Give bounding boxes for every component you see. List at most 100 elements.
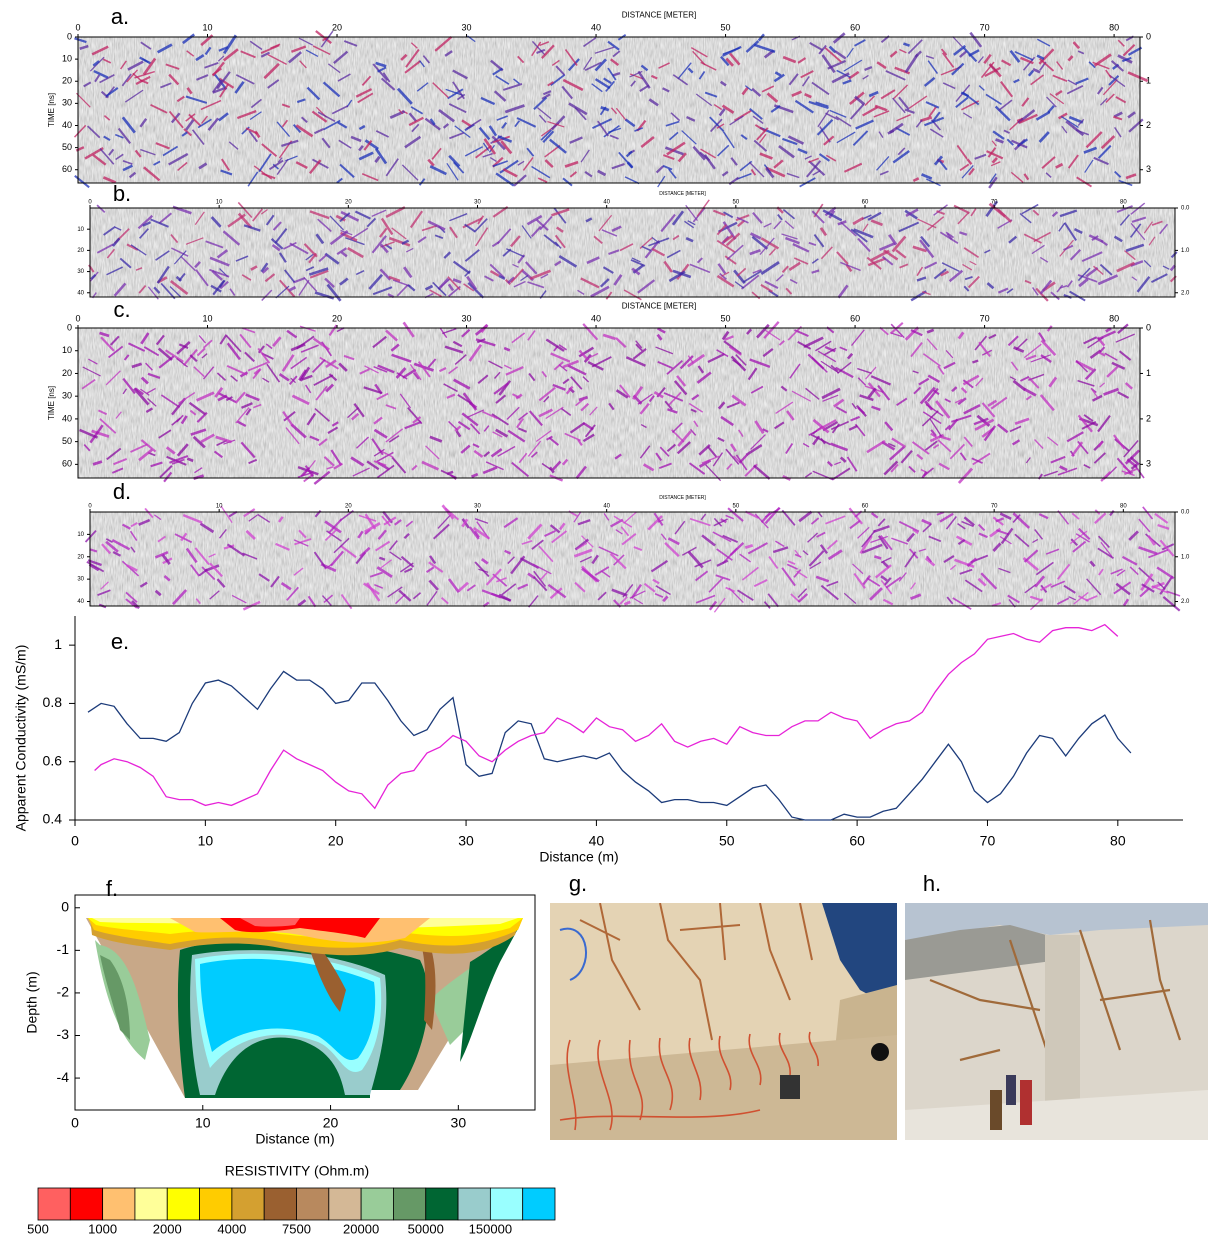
y-tick-label: 10 — [77, 227, 84, 233]
x-axis-title: Distance (m) — [539, 849, 618, 865]
colorbar-label: 20000 — [343, 1221, 379, 1236]
y-axis-title: TIME [ns] — [47, 386, 56, 420]
x-tick-label: 80 — [1110, 833, 1126, 849]
y-axis-title: Apparent Conductivity (mS/m) — [13, 645, 29, 832]
panel-label: f. — [106, 876, 118, 901]
colorbar-swatch — [167, 1188, 199, 1220]
x-tick-label: 0 — [71, 833, 79, 849]
y-axis-title: Depth (m) — [24, 971, 40, 1033]
x-tick-label: 10 — [216, 200, 223, 206]
figure: DISTANCE [METER]010203040506070800102030… — [0, 0, 1208, 1237]
y-tick-label: 10 — [77, 532, 84, 538]
x-tick-label: 50 — [719, 833, 735, 849]
drum — [871, 1043, 889, 1061]
y2-tick-label: 1 — [1146, 76, 1151, 86]
x-tick-label: 0 — [75, 22, 80, 32]
y-tick-label: 10 — [62, 53, 72, 63]
x-tick-label: 20 — [332, 22, 342, 32]
panel-label: e. — [111, 629, 129, 654]
x-tick-label: 10 — [216, 504, 223, 510]
colorbar-swatch — [38, 1188, 70, 1220]
colorbar-label: 150000 — [469, 1221, 512, 1236]
y-tick-label: 30 — [77, 577, 84, 583]
y-tick-label: 50 — [62, 142, 72, 152]
y-tick-label: 30 — [77, 269, 84, 275]
photo-quarry-wall — [550, 903, 897, 1140]
x-tick-label: 70 — [991, 504, 998, 510]
colorbar-label: 7500 — [282, 1221, 311, 1236]
colorbar-label: 2000 — [153, 1221, 182, 1236]
colorbar-label: 500 — [27, 1221, 49, 1236]
x-tick-label: 50 — [721, 313, 731, 323]
x-tick-label: 20 — [328, 833, 344, 849]
x-tick-label: 80 — [1120, 200, 1127, 206]
x-tick-label: 10 — [203, 22, 213, 32]
y-tick-label: -1 — [57, 941, 70, 957]
x-tick-label: 10 — [203, 313, 213, 323]
colorbar-swatch — [200, 1188, 232, 1220]
series-line — [95, 625, 1118, 809]
y-tick-label: 1 — [54, 636, 62, 652]
panel-label: h. — [923, 871, 941, 896]
y2-tick-label: 2 — [1146, 120, 1151, 130]
panel-label: d. — [113, 479, 131, 504]
x-tick-label: 50 — [721, 22, 731, 32]
colorbar-swatch — [458, 1188, 490, 1220]
x-tick-label: 60 — [850, 22, 860, 32]
y-tick-label: 20 — [77, 554, 84, 560]
person — [1020, 1080, 1032, 1125]
radargram-noise — [78, 328, 1140, 478]
x-tick-label: 70 — [980, 313, 990, 323]
y2-tick-label: 1.0 — [1181, 248, 1190, 254]
person — [990, 1090, 1002, 1130]
y-tick-label: 0.8 — [43, 694, 63, 710]
x-tick-label: 20 — [345, 504, 352, 510]
resistivity-section — [86, 918, 523, 1098]
colorbar-title: RESISTIVITY (Ohm.m) — [225, 1163, 369, 1179]
x-tick-label: 0 — [88, 200, 92, 206]
y-tick-label: 30 — [62, 98, 72, 108]
x-tick-label: 30 — [462, 313, 472, 323]
y2-tick-label: 2.0 — [1181, 599, 1190, 605]
colorbar-swatch — [70, 1188, 102, 1220]
x-tick-label: 60 — [862, 200, 869, 206]
y2-tick-label: 3 — [1146, 459, 1151, 469]
colorbar-swatch — [361, 1188, 393, 1220]
y-tick-label: 60 — [62, 164, 72, 174]
colorbar-swatch — [264, 1188, 296, 1220]
colorbar-label: 50000 — [408, 1221, 444, 1236]
y-tick-label: 40 — [62, 413, 72, 423]
y-tick-label: 20 — [77, 248, 84, 254]
radargram-noise — [90, 208, 1175, 297]
y-tick-label: 20 — [62, 368, 72, 378]
x-tick-label: 10 — [195, 1115, 211, 1131]
x-tick-label: 20 — [345, 200, 352, 206]
y2-tick-label: 2 — [1146, 413, 1151, 423]
x-tick-label: 60 — [849, 833, 865, 849]
x-tick-label: 30 — [474, 200, 481, 206]
colorbar-label: 1000 — [88, 1221, 117, 1236]
x-axis-title: DISTANCE [METER] — [659, 191, 706, 197]
x-tick-label: 70 — [980, 833, 996, 849]
y-tick-label: 30 — [62, 391, 72, 401]
y2-tick-label: 1.0 — [1181, 554, 1190, 560]
colorbar-swatch — [232, 1188, 264, 1220]
x-tick-label: 20 — [332, 313, 342, 323]
x-tick-label: 0 — [75, 313, 80, 323]
y-tick-label: 0.6 — [43, 752, 63, 768]
radargram-noise — [90, 512, 1175, 606]
y-axis-title: TIME [ns] — [47, 93, 56, 127]
colorbar-swatch — [426, 1188, 458, 1220]
x-tick-label: 10 — [198, 833, 214, 849]
series-line — [88, 671, 1131, 820]
x-tick-label: 70 — [980, 22, 990, 32]
x-tick-label: 30 — [474, 504, 481, 510]
panel-label: b. — [113, 181, 131, 206]
x-tick-label: 0 — [71, 1115, 79, 1131]
person — [1006, 1075, 1016, 1105]
x-tick-label: 40 — [603, 504, 610, 510]
y-tick-label: -4 — [57, 1069, 70, 1085]
y-tick-label: 40 — [77, 290, 84, 296]
y2-tick-label: 0 — [1146, 322, 1151, 332]
y-tick-label: -2 — [57, 984, 70, 1000]
